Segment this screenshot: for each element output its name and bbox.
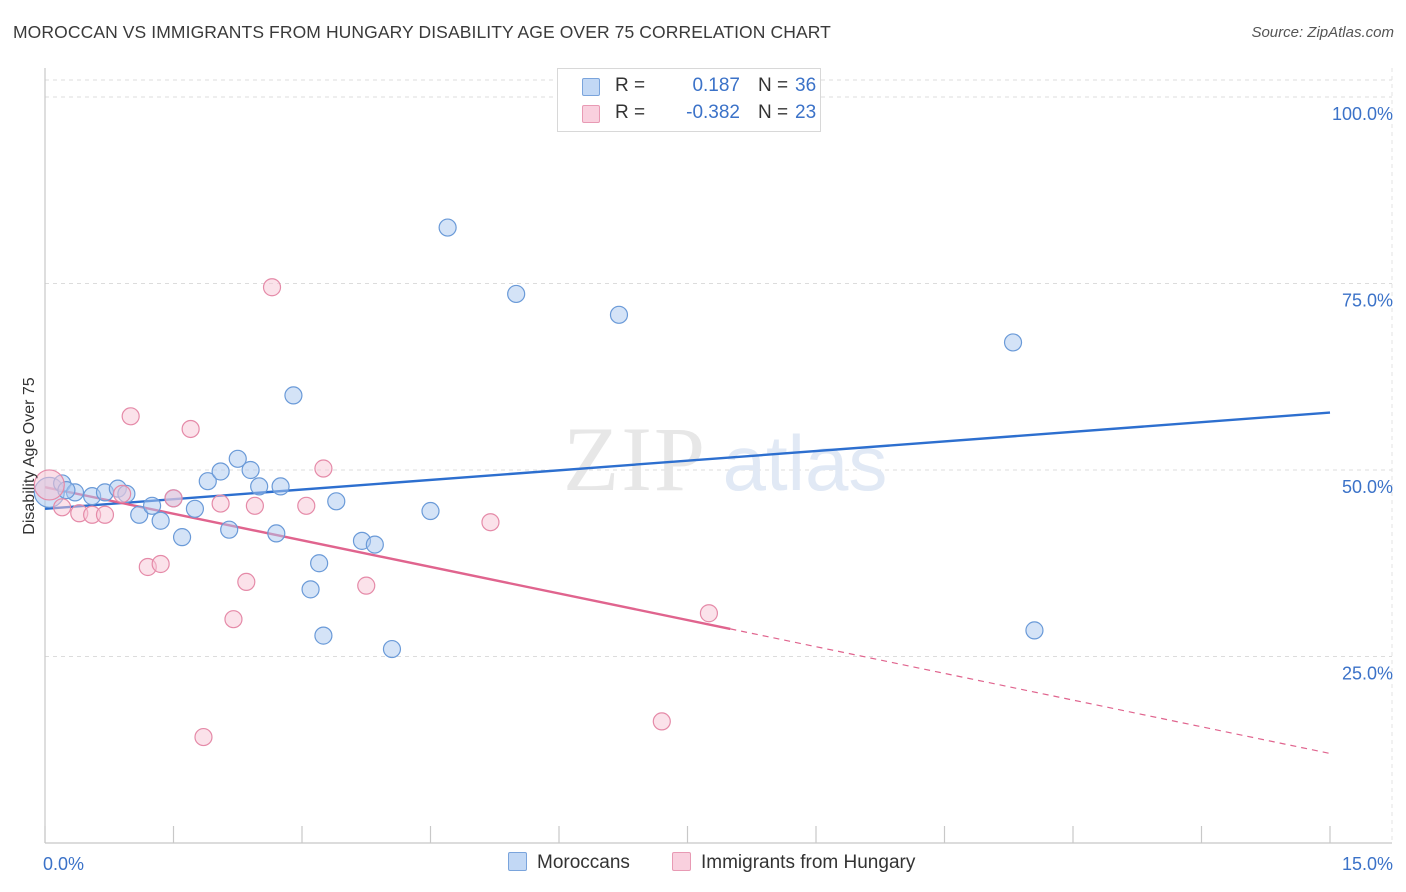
- bottom-legend-swatch-hungary: [672, 852, 691, 871]
- legend-row-hungary: R = -0.382 N = 23: [582, 102, 816, 126]
- legend-n-value: 36: [795, 75, 817, 96]
- data-point-hungary: [33, 469, 65, 501]
- data-point-moroccans: [271, 477, 290, 496]
- data-point-moroccans: [301, 580, 320, 599]
- data-point-moroccans: [314, 626, 333, 645]
- data-point-moroccans: [438, 218, 457, 237]
- y-axis-label: Disability Age Over 75: [21, 377, 38, 535]
- data-point-moroccans: [241, 460, 260, 480]
- data-point-moroccans: [1003, 333, 1023, 352]
- data-point-moroccans: [1025, 621, 1044, 640]
- data-point-moroccans: [228, 449, 247, 468]
- trend-line-extension-hungary: [730, 628, 1331, 755]
- data-point-hungary: [224, 610, 243, 629]
- legend-swatch-moroccans: [582, 78, 600, 96]
- legend-swatch-hungary: [582, 105, 600, 123]
- data-point-moroccans: [267, 524, 286, 543]
- data-point-moroccans: [151, 511, 170, 530]
- data-point-hungary: [53, 498, 72, 517]
- x-tick-label-min: 0.0%: [43, 854, 84, 874]
- data-point-moroccans: [310, 554, 329, 573]
- correlation-legend: R = 0.187 N = 36 R = -0.382 N = 23: [557, 68, 821, 132]
- data-point-moroccans: [284, 386, 303, 405]
- y-tick-label: 50.0%: [1342, 477, 1393, 497]
- data-point-moroccans: [327, 492, 346, 511]
- data-point-hungary: [297, 496, 316, 515]
- bottom-legend-label-moroccans: Moroccans: [537, 852, 630, 873]
- data-point-hungary: [481, 513, 500, 532]
- bottom-legend-moroccans: Moroccans: [508, 852, 630, 874]
- data-point-hungary: [151, 554, 170, 574]
- data-point-hungary: [211, 494, 230, 513]
- data-point-hungary: [237, 572, 256, 592]
- data-point-hungary: [95, 505, 115, 524]
- data-point-moroccans: [130, 505, 149, 524]
- legend-n-label: N =: [758, 102, 789, 123]
- data-point-moroccans: [142, 496, 162, 515]
- bottom-legend-label-hungary: Immigrants from Hungary: [701, 852, 916, 873]
- y-tick-label: 100.0%: [1332, 104, 1393, 124]
- x-tick-label-max: 15.0%: [1342, 854, 1393, 874]
- data-point-hungary: [262, 278, 282, 297]
- data-point-hungary: [121, 407, 140, 426]
- data-point-moroccans: [185, 499, 205, 518]
- watermark: ZIP atlas: [563, 408, 887, 510]
- data-point-hungary: [314, 459, 333, 478]
- data-point-moroccans: [172, 528, 192, 547]
- chart-title: MOROCCAN VS IMMIGRANTS FROM HUNGARY DISA…: [13, 22, 831, 42]
- data-point-moroccans: [507, 284, 526, 304]
- data-point-hungary: [164, 489, 183, 508]
- legend-r-value: -0.382: [686, 102, 740, 123]
- legend-r-label: R =: [615, 75, 646, 96]
- data-point-hungary: [245, 496, 264, 515]
- data-point-hungary: [357, 576, 376, 595]
- watermark-zip: ZIP: [563, 408, 707, 510]
- y-tick-label: 75.0%: [1342, 291, 1393, 311]
- data-point-moroccans: [382, 639, 402, 659]
- legend-n-value: 23: [795, 102, 817, 123]
- source-label: Source: ZipAtlas.com: [1251, 24, 1394, 41]
- data-point-moroccans: [211, 462, 230, 481]
- legend-row-moroccans: R = 0.187 N = 36: [582, 75, 816, 99]
- data-point-moroccans: [421, 501, 440, 521]
- data-point-hungary: [112, 484, 132, 503]
- data-point-moroccans: [220, 520, 239, 539]
- data-point-hungary: [181, 419, 200, 439]
- bottom-legend-hungary: Immigrants from Hungary: [672, 852, 915, 874]
- data-point-moroccans: [250, 477, 269, 496]
- data-point-hungary: [699, 604, 719, 623]
- data-point-moroccans: [198, 472, 217, 491]
- data-point-hungary: [652, 712, 671, 731]
- data-point-moroccans: [365, 535, 384, 554]
- watermark-atlas: atlas: [723, 419, 888, 507]
- legend-r-value: 0.187: [692, 75, 740, 96]
- data-point-moroccans: [609, 305, 629, 324]
- legend-r-label: R =: [615, 102, 646, 123]
- y-tick-label: 25.0%: [1342, 664, 1393, 684]
- bottom-legend-swatch-moroccans: [508, 852, 527, 871]
- legend-n-label: N =: [758, 75, 789, 96]
- data-point-hungary: [194, 727, 213, 747]
